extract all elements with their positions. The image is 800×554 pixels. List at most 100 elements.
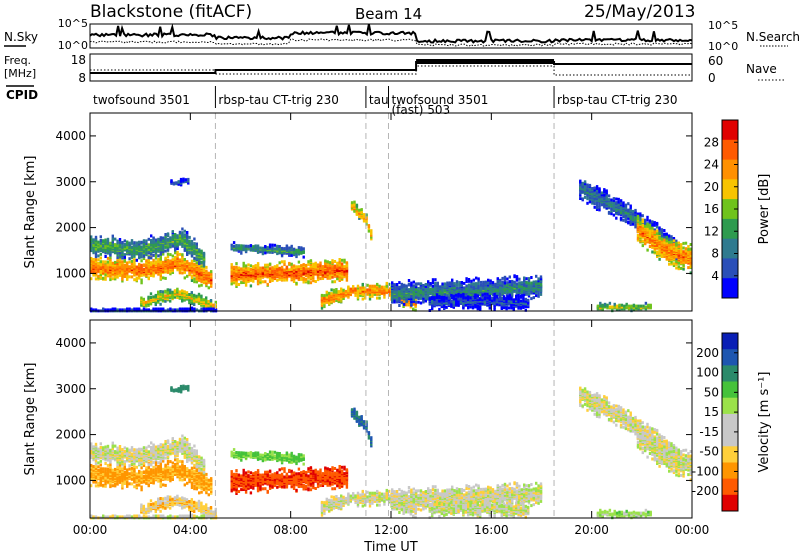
heatmap-cell	[126, 265, 129, 269]
heatmap-cell	[383, 295, 386, 299]
heatmap-cell	[261, 272, 265, 275]
heatmap-cell	[500, 305, 503, 309]
heatmap-cell	[90, 249, 93, 253]
heatmap-cell	[660, 237, 664, 241]
heatmap-cell	[371, 292, 374, 296]
heatmap-cell	[646, 215, 649, 219]
heatmap-cell	[280, 254, 284, 258]
heatmap-cell	[142, 297, 145, 301]
heatmap-cell	[181, 233, 184, 236]
cpid-segment-label: rbsp-tau CT-trig 230	[218, 93, 338, 107]
heatmap-cell	[658, 238, 661, 242]
heatmap-cell	[159, 294, 162, 298]
heatmap-cell	[651, 245, 654, 249]
heatmap-cell	[162, 260, 165, 264]
heatmap-cell	[371, 294, 374, 298]
heatmap-cell	[188, 239, 191, 243]
heatmap-cell	[496, 285, 499, 289]
heatmap-cell	[142, 242, 146, 245]
heatmap-cell	[235, 285, 238, 288]
heatmap-cell	[435, 293, 439, 297]
heatmap-cell	[138, 276, 141, 280]
heatmap-cell	[154, 293, 157, 297]
heatmap-cell	[519, 306, 523, 310]
heatmap-cell	[285, 244, 289, 248]
heatmap-cell	[579, 185, 582, 189]
heatmap-cell	[458, 281, 461, 285]
heatmap-cell	[150, 239, 153, 242]
heatmap-cell	[97, 264, 100, 268]
heatmap-cell	[436, 281, 439, 285]
heatmap-cell	[295, 281, 298, 285]
heatmap-cell	[483, 296, 487, 300]
heatmap-cell	[145, 300, 148, 304]
heatmap-cell	[190, 261, 194, 265]
heatmap-cell	[94, 255, 98, 259]
heatmap-cell	[335, 289, 338, 293]
heatmap-cell	[405, 295, 408, 299]
heatmap-cell	[157, 246, 160, 250]
heatmap-cell	[140, 298, 143, 302]
heatmap-cell	[290, 247, 293, 251]
heatmap-cell	[302, 266, 305, 270]
heatmap-cell	[605, 191, 608, 195]
heatmap-cell	[154, 251, 158, 255]
heatmap-cell	[159, 256, 162, 260]
heatmap-cell	[198, 264, 201, 268]
heatmap-cell	[320, 306, 324, 310]
heatmap-cell	[487, 280, 490, 284]
heatmap-cell	[539, 275, 543, 279]
heatmap-cell	[658, 257, 661, 261]
heatmap-cell	[404, 303, 408, 307]
heatmap-cell	[653, 221, 656, 225]
heatmap-cell	[99, 262, 102, 265]
heatmap-cell	[515, 275, 519, 279]
heatmap-cell	[494, 282, 497, 286]
heatmap-cell	[123, 258, 126, 262]
heatmap-cell	[212, 303, 215, 307]
heatmap-cell	[636, 224, 640, 228]
heatmap-cell	[672, 243, 676, 246]
heatmap-cell	[114, 260, 117, 264]
heatmap-cell	[537, 292, 540, 296]
heatmap-cell	[675, 266, 678, 270]
heatmap-cell	[352, 286, 355, 290]
heatmap-cell	[181, 231, 184, 235]
heatmap-cell	[178, 242, 182, 246]
heatmap-cell	[90, 270, 93, 274]
heatmap-cell	[162, 238, 165, 242]
heatmap-cell	[622, 215, 625, 219]
heatmap-cell	[171, 237, 174, 241]
heatmap-cell	[242, 261, 245, 265]
heatmap-cell	[288, 248, 291, 252]
heatmap-cell	[186, 245, 189, 249]
heatmap-cell	[495, 298, 499, 302]
heatmap-cell	[333, 264, 337, 268]
heatmap-cell	[166, 270, 170, 274]
heatmap-cell	[530, 284, 533, 288]
heatmap-cell	[140, 240, 143, 244]
heatmap-cell	[431, 292, 435, 296]
heatmap-cell	[193, 244, 196, 247]
heatmap-cell	[116, 272, 119, 275]
heatmap-cell	[166, 288, 169, 292]
heatmap-cell	[619, 216, 623, 220]
heatmap-cell	[499, 291, 502, 295]
heatmap-cell	[256, 264, 260, 267]
heatmap-cell	[166, 252, 170, 256]
heatmap-cell	[202, 269, 206, 273]
heatmap-cell	[278, 247, 281, 251]
heatmap-cell	[579, 193, 582, 197]
heatmap-cell	[147, 256, 150, 260]
heatmap-cell	[503, 305, 506, 309]
heatmap-cell	[152, 236, 155, 240]
heatmap-cell	[491, 283, 495, 286]
heatmap-cell	[200, 249, 203, 253]
heatmap-cell	[104, 260, 107, 264]
noise-right-tick-bottom: 10^0	[708, 40, 738, 53]
heatmap-cell	[242, 244, 245, 248]
heatmap-cell	[660, 228, 664, 232]
heatmap-cell	[210, 270, 213, 274]
heatmap-cell	[102, 271, 105, 275]
heatmap-cell	[118, 248, 122, 252]
